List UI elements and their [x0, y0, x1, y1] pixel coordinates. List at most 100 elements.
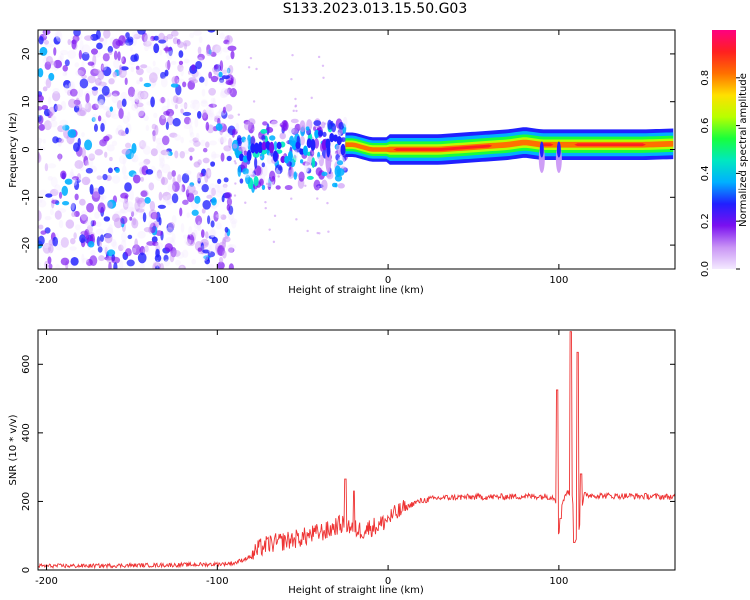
- spectrogram-cell: [211, 197, 217, 206]
- spectrogram-cell: [155, 230, 163, 237]
- spectrogram-cell: [99, 37, 104, 42]
- spectrogram-cell: [192, 99, 200, 111]
- spectrogram-cell: [131, 218, 139, 229]
- spectrogram-cell: [130, 66, 135, 73]
- spectrogram-cell: [121, 71, 128, 77]
- spectrogram-cell: [213, 69, 219, 75]
- spectrogram-cell: [183, 42, 188, 50]
- spectrogram-cell: [336, 168, 345, 177]
- spectrogram-cell: [59, 119, 69, 127]
- spectrogram-cell: [161, 114, 166, 120]
- spectrogram-cell: [226, 155, 232, 162]
- snr-x-label: Height of straight line (km): [288, 585, 424, 596]
- spectrogram-cell: [39, 189, 48, 196]
- spectrogram-cell: [264, 206, 267, 210]
- spectrogram-cell: [167, 59, 171, 71]
- spectrogram-cell: [73, 30, 81, 37]
- spectrogram-cell: [205, 121, 210, 131]
- y-tick-label: 0: [21, 567, 32, 573]
- spectrogram-spike: [539, 141, 544, 158]
- spectrogram-cell: [81, 253, 85, 264]
- spectrogram-cell: [121, 148, 131, 155]
- spectrogram-cell: [38, 137, 43, 144]
- spectrogram-cell: [111, 90, 120, 97]
- spectrogram-cell: [124, 142, 132, 149]
- spectrogram-cell: [264, 133, 267, 136]
- spectrogram-cell: [181, 249, 189, 258]
- spectrogram-cell: [111, 256, 121, 264]
- spectrogram-cell: [153, 112, 158, 119]
- chart-title: S133.2023.013.15.50.G03: [282, 1, 468, 17]
- spectrogram-cell: [92, 187, 101, 199]
- spectrogram-cell: [306, 229, 309, 233]
- spectrogram-cell: [112, 71, 118, 78]
- spectrogram-cell: [225, 103, 233, 112]
- spectrogram-cell: [210, 161, 216, 167]
- spectrogram-cell: [176, 251, 185, 259]
- spectrogram-cell: [53, 47, 57, 56]
- spectrogram-cell: [254, 142, 260, 154]
- spectrogram-cell: [222, 183, 228, 188]
- spectrogram-cell: [269, 135, 276, 141]
- colorbar: 0.0 0.2 0.4 0.6 0.8 Normalized spectral ampl…: [700, 30, 749, 277]
- spectrogram-cell: [223, 67, 230, 77]
- spectrogram-cell: [186, 212, 191, 218]
- spectrogram-cell: [332, 134, 338, 142]
- spectrogram-cell: [130, 151, 136, 162]
- spectrogram-cell: [205, 256, 210, 262]
- spectrogram-cell: [336, 135, 342, 146]
- spectrogram-cell: [196, 172, 202, 182]
- snr-y-ticks: 0 200 400 600: [21, 355, 675, 573]
- spectrogram-cell: [128, 95, 133, 101]
- spectrogram-cell: [45, 78, 52, 89]
- spectrogram-cell: [84, 228, 90, 240]
- spectrogram-cell: [102, 245, 110, 250]
- spectrogram-cell: [97, 246, 103, 253]
- colorbar-tick-label: 0.6: [700, 118, 711, 134]
- spectrogram-cell: [208, 87, 216, 96]
- spectrogram-cell: [215, 190, 224, 198]
- spectrogram-cell: [60, 257, 70, 266]
- spectrogram-cell: [71, 201, 75, 211]
- spectrogram-cell: [89, 255, 98, 267]
- spectrogram-cell: [159, 114, 167, 126]
- spectrogram-cell: [219, 90, 228, 99]
- spectrogram-cell: [68, 82, 74, 90]
- spectrogram-cell: [231, 83, 236, 90]
- spectrogram-cell: [205, 49, 213, 57]
- spectrogram-cell: [120, 216, 128, 225]
- spectrogram-cell: [113, 50, 118, 61]
- spectrogram-cell: [54, 31, 61, 39]
- spectrogram-cell: [129, 189, 134, 201]
- spectrogram-cell: [189, 155, 193, 161]
- spectrogram-cell: [64, 178, 73, 185]
- spectrogram-cell: [74, 224, 81, 231]
- spectrogram-cell: [156, 169, 163, 179]
- spectrogram-cell: [73, 232, 77, 240]
- spectrogram-cell: [119, 197, 128, 203]
- spectrogram-cell: [167, 171, 173, 181]
- spectrogram-cell: [122, 199, 130, 205]
- spectrogram-cell: [200, 229, 205, 238]
- spectrogram-cell: [280, 122, 283, 126]
- spectrogram-cell: [95, 221, 102, 228]
- spectrogram-cell: [152, 60, 156, 67]
- spectrogram-cell: [126, 201, 134, 212]
- spectrogram-cell: [293, 150, 299, 161]
- spectrogram-cell: [128, 170, 137, 178]
- spectrogram-cell: [120, 239, 127, 250]
- spectrogram-cell: [151, 66, 161, 76]
- spectrogram-cell: [243, 138, 249, 150]
- spectrogram-cell: [130, 54, 138, 63]
- spectrogram-cell: [171, 181, 180, 193]
- spectrogram-cell: [117, 51, 121, 62]
- spectrogram-cell: [177, 174, 182, 184]
- spectrogram-cell: [172, 95, 179, 104]
- spectrogram-cell: [111, 140, 118, 147]
- spectrogram-cell: [272, 150, 278, 163]
- spectrogram-cell: [209, 227, 217, 238]
- spectrogram-cell: [49, 59, 56, 70]
- spectrogram-cell: [119, 208, 128, 214]
- spectrogram-cell: [183, 124, 192, 130]
- spectrogram-cell: [122, 165, 127, 176]
